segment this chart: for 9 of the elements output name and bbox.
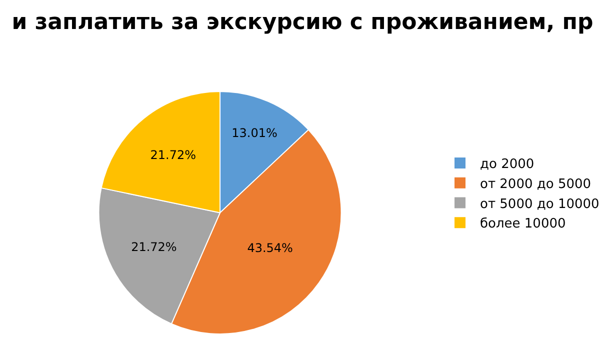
data-label: 21.72% — [131, 240, 177, 254]
data-label: 21.72% — [150, 148, 196, 162]
legend-label: от 2000 до 5000 — [480, 176, 592, 192]
data-label: 13.01% — [232, 126, 278, 140]
legend-label: от 5000 до 10000 — [480, 196, 600, 212]
data-label: 43.54% — [247, 241, 293, 256]
legend-label: более 10000 — [480, 216, 566, 232]
chart-title: и заплатить за экскурсию с проживанием, пр — [12, 10, 594, 35]
legend-label: до 2000 — [480, 157, 534, 172]
